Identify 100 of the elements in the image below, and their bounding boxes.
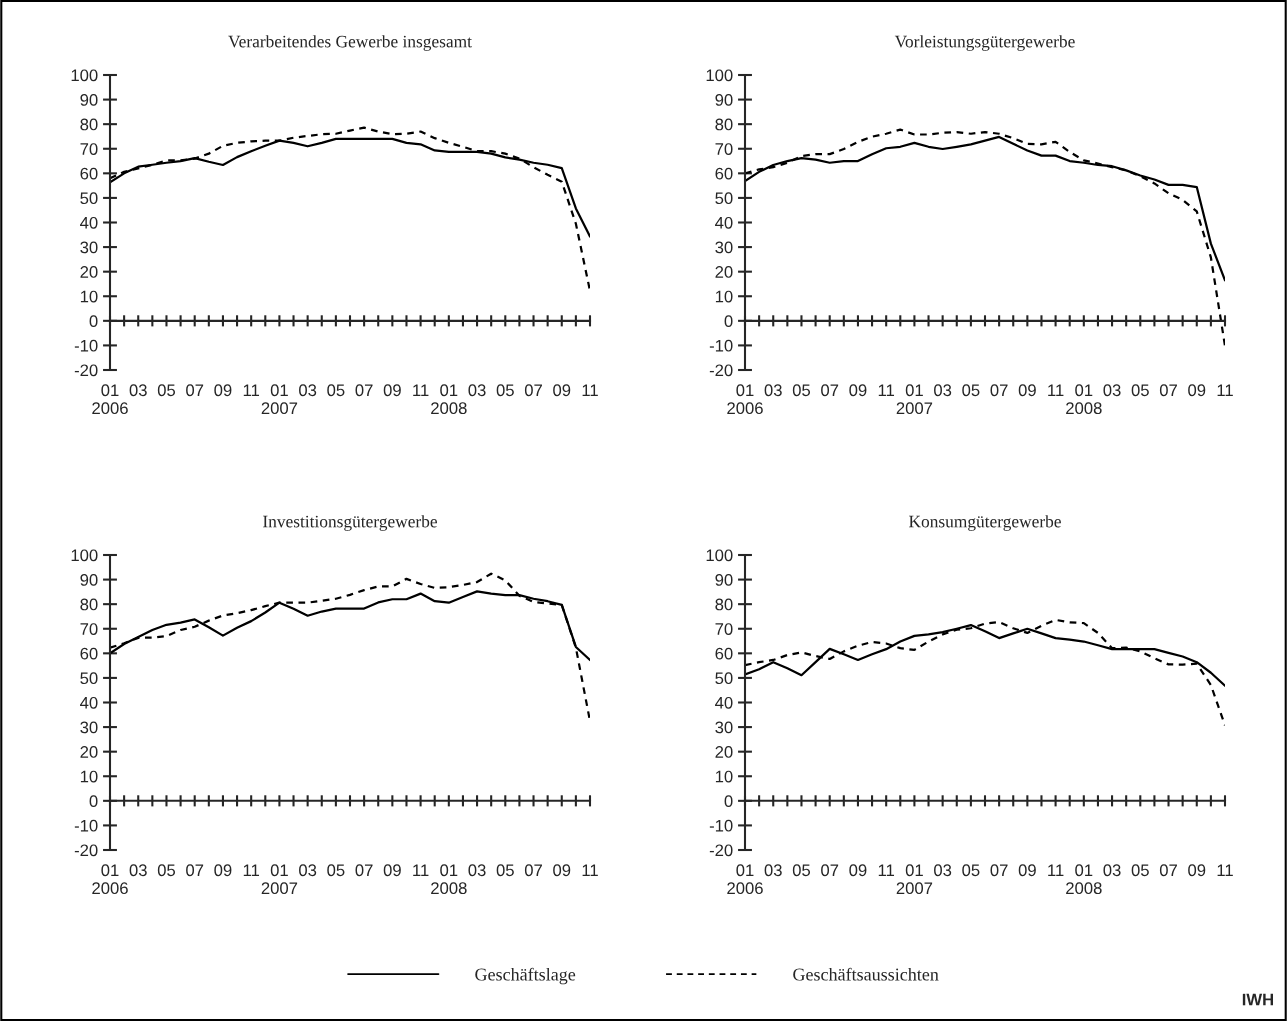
x-tick-label: 05 [496,384,514,397]
y-tick-label: 30 [80,241,98,254]
x-tick-label: 11 [1217,384,1233,396]
x-tick-label: 11 [582,384,598,396]
y-tick-label: 50 [715,672,733,685]
x-tick-label: 09 [1188,384,1206,397]
x-tick-label: 09 [849,384,867,397]
y-tick-label: 80 [715,118,733,131]
y-tick-label: 70 [715,143,733,155]
y-tick-label: -10 [709,339,733,352]
y-tick-label: 40 [715,216,733,229]
x-tick-label: 01 2007 [896,384,933,415]
x-tick-label: 03 [1103,864,1121,877]
legend-label: Geschäftslage [475,967,576,985]
x-tick-label: 01 2008 [1066,384,1102,415]
x-tick-label: 03 [299,384,317,397]
x-tick-label: 05 [1131,864,1149,877]
y-tick-label: -10 [74,339,98,352]
x-tick-label: 01 2007 [261,384,298,415]
x-tick-label: 11 [1217,864,1233,876]
x-tick-label: 07 [990,384,1008,397]
x-tick-label: 09 [383,384,401,397]
x-tick-label: 07 [1159,384,1177,397]
y-tick-label: 90 [80,93,98,106]
x-tick-label: 03 [1103,384,1121,397]
y-tick-label: 40 [80,216,98,229]
y-tick-label: 40 [80,696,98,709]
y-tick-label: -10 [709,819,733,832]
y-tick-label: 60 [715,167,733,180]
x-tick-label: 03 [468,384,486,397]
y-tick-label: 50 [80,672,98,685]
x-tick-label: 09 [849,864,867,877]
y-tick-label: 70 [80,623,98,635]
y-tick-label: 90 [715,93,733,106]
x-tick-label: 07 [355,864,373,877]
x-tick-label: 11 [582,864,598,876]
x-tick-label: 07 [524,864,542,877]
y-tick-label: 10 [715,770,733,783]
x-tick-label: 05 [496,864,514,877]
x-tick-label: 05 [792,384,811,397]
y-tick-label: 0 [89,795,98,808]
x-tick-label: 11 [243,384,260,396]
x-tick-label: 01 2008 [1066,864,1102,895]
y-tick-label: 60 [715,647,733,660]
x-tick-label: 03 [299,864,317,877]
x-tick-label: 11 [1048,384,1064,396]
y-tick-label: 70 [80,143,98,155]
x-tick-label: 07 [355,384,373,397]
y-tick-label: 100 [706,549,733,562]
x-tick-label: 01 2007 [896,864,933,895]
x-tick-label: 05 [157,384,176,397]
x-tick-label: 09 [1018,864,1036,877]
chart-title: Verarbeitendes Gewerbe insgesamt [228,35,472,51]
x-tick-label: 09 [1018,384,1036,397]
y-tick-label: 20 [715,746,733,758]
x-tick-label: 05 [1131,384,1149,397]
y-tick-label: 70 [715,623,733,635]
x-tick-label: 05 [157,864,176,877]
x-tick-label: 07 [990,864,1008,877]
chart-title: Vorleistungsgütergewerbe [894,35,1075,51]
x-tick-label: 11 [413,864,429,876]
line-series [110,126,590,292]
x-tick-label: 05 [962,864,980,877]
legend-label: Geschäftsaussichten [793,967,939,981]
x-tick-label: 03 [934,864,952,877]
y-tick-label: -10 [74,819,98,832]
x-tick-label: 09 [214,384,232,397]
x-tick-label: 05 [962,384,980,397]
chart-title: Investitionsgütergewerbe [263,515,437,531]
x-tick-label: 09 [214,864,232,877]
y-tick-label: 0 [724,795,733,808]
y-tick-label: 90 [80,573,98,586]
x-tick-label: 05 [327,384,345,397]
y-tick-label: 80 [715,598,733,611]
x-tick-label: 11 [413,384,429,396]
x-tick-label: 03 [468,864,486,877]
y-tick-label: 10 [80,770,98,783]
y-tick-label: 100 [71,549,98,562]
x-tick-label: 01 2008 [431,864,467,895]
y-tick-label: -20 [709,844,733,857]
x-tick-label: 03 [764,864,782,877]
y-tick-label: 30 [715,721,733,734]
x-tick-label: 05 [327,864,345,877]
x-tick-label: 11 [878,864,895,876]
y-tick-label: 50 [715,192,733,205]
y-tick-label: 0 [89,315,98,328]
line-series [745,618,1225,727]
y-tick-label: 10 [715,290,733,303]
y-tick-label: 80 [80,118,98,131]
y-tick-label: 60 [80,167,98,180]
x-tick-label: 07 [186,384,204,397]
x-tick-label: 11 [243,864,260,876]
x-tick-label: 11 [1048,864,1064,876]
chart-title: Konsumgütergewerbe [908,515,1061,531]
x-tick-label: 03 [934,384,952,397]
x-tick-label: 09 [383,864,401,877]
y-tick-label: -20 [74,364,98,377]
y-tick-label: 20 [715,266,733,278]
x-tick-label: 09 [1188,864,1206,877]
y-tick-label: 40 [715,696,733,709]
